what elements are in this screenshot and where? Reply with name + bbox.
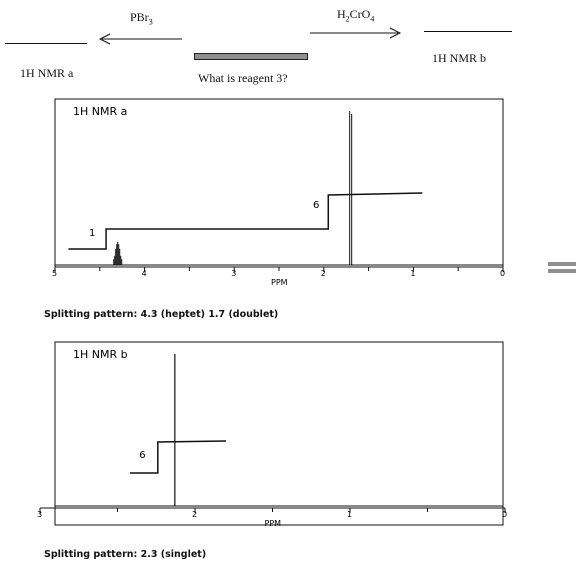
integration-label: 6: [139, 450, 145, 461]
x-tick-label: 2: [321, 269, 326, 278]
x-tick-label: 0: [500, 269, 505, 278]
plot-frame: [54, 98, 504, 268]
x-tick-label: 5: [52, 269, 57, 278]
plot-title: 1H NMR a: [73, 105, 127, 118]
nmr-b-caption: 1H NMR b: [432, 51, 487, 65]
x-tick-label: 3: [37, 510, 42, 519]
integration-label: 6: [313, 200, 319, 211]
question-text: What is reagent 3?: [198, 71, 288, 85]
integration-label: 1: [89, 228, 95, 239]
x-tick-label: 2: [192, 510, 197, 519]
reagent-3-slot[interactable]: [194, 53, 308, 60]
spectrum-b-chart: 1H NMR b 3 2 1 0 PPM 6: [37, 341, 507, 528]
x-tick-label: 3: [231, 269, 236, 278]
x-tick-label: 1: [410, 269, 415, 278]
blank-left: [5, 43, 87, 44]
arrow-right: [310, 24, 406, 39]
splitting-note-a: Splitting pattern: 4.3 (heptet) 1.7 (dou…: [44, 309, 279, 320]
spectrum-a-panel: 1H NMR a 5 4 3 2 1 0 PPM 1 6: [52, 98, 505, 287]
x-tick-label: 4: [142, 269, 147, 278]
spectrum-a-chart: 1H NMR a 5 4 3 2 1 0 PPM 1 6: [52, 98, 505, 287]
x-tick-label: 1: [347, 510, 352, 519]
blank-right: [424, 31, 512, 32]
x-axis-label: PPM: [265, 519, 282, 528]
nmr-a-caption: 1H NMR a: [20, 66, 74, 80]
plot-title: 1H NMR b: [73, 348, 128, 361]
reagent-pbr3-label: PBr3: [130, 10, 153, 27]
right-blank-2[interactable]: [548, 269, 576, 273]
splitting-note-b: Splitting pattern: 2.3 (singlet): [44, 549, 207, 560]
plot-frame: [54, 341, 504, 526]
x-tick-label: 0: [502, 510, 507, 519]
spectrum-b-panel: 1H NMR b 3 2 1 0 PPM 6: [0, 330, 583, 568]
right-blank-1[interactable]: [548, 262, 576, 266]
integration-curve: [129, 440, 227, 474]
x-axis-label: PPM: [271, 278, 288, 287]
arrow-left: [96, 30, 182, 45]
integration-curve: [68, 192, 423, 250]
reagent-h2cro4-label: H2CrO4: [337, 7, 375, 24]
